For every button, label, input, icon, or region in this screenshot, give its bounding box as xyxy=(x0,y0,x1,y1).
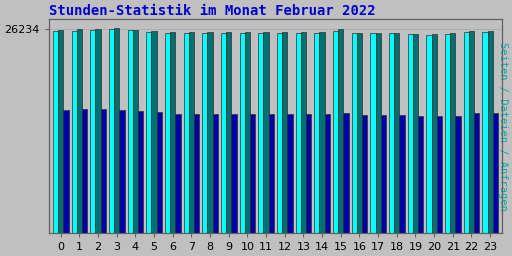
Bar xyxy=(418,116,423,233)
Bar xyxy=(152,31,157,233)
Bar xyxy=(63,110,69,233)
Bar xyxy=(184,33,189,233)
Bar xyxy=(301,32,306,233)
Bar xyxy=(437,116,442,233)
Bar xyxy=(133,30,138,233)
Bar xyxy=(170,32,175,233)
Bar xyxy=(82,109,87,233)
Bar xyxy=(165,33,170,233)
Bar xyxy=(277,33,282,233)
Bar xyxy=(344,113,349,233)
Bar xyxy=(119,110,124,233)
Bar xyxy=(370,33,375,233)
Bar xyxy=(258,33,264,233)
Bar xyxy=(95,29,101,233)
Bar xyxy=(413,34,418,233)
Bar xyxy=(319,32,325,233)
Bar xyxy=(231,114,237,233)
Bar xyxy=(189,32,194,233)
Bar xyxy=(264,32,269,233)
Bar xyxy=(175,114,181,233)
Bar xyxy=(306,114,311,233)
Bar xyxy=(250,114,255,233)
Bar xyxy=(389,34,394,233)
Bar xyxy=(487,31,493,233)
Bar xyxy=(77,29,82,233)
Bar xyxy=(362,115,367,233)
Bar xyxy=(245,32,250,233)
Bar xyxy=(127,30,133,233)
Bar xyxy=(375,33,381,233)
Bar xyxy=(282,32,287,233)
Bar xyxy=(464,32,469,233)
Bar xyxy=(325,114,330,233)
Bar xyxy=(72,30,77,233)
Bar xyxy=(432,34,437,233)
Bar xyxy=(399,115,404,233)
Bar xyxy=(338,29,344,233)
Bar xyxy=(287,114,292,233)
Bar xyxy=(194,114,199,233)
Bar xyxy=(202,33,207,233)
Bar xyxy=(314,33,319,233)
Bar xyxy=(207,32,212,233)
Bar xyxy=(455,116,461,233)
Bar xyxy=(474,113,479,233)
Bar xyxy=(212,114,218,233)
Bar xyxy=(90,30,95,233)
Bar xyxy=(146,32,152,233)
Bar xyxy=(408,34,413,233)
Bar xyxy=(58,30,63,233)
Bar xyxy=(240,33,245,233)
Bar xyxy=(269,114,274,233)
Bar xyxy=(426,35,432,233)
Bar xyxy=(394,33,399,233)
Bar xyxy=(469,31,474,233)
Text: Stunden-Statistik im Monat Februar 2022: Stunden-Statistik im Monat Februar 2022 xyxy=(49,4,375,18)
Bar xyxy=(381,115,386,233)
Y-axis label: Seiten / Dateien / Anfragen: Seiten / Dateien / Anfragen xyxy=(498,42,508,210)
Bar xyxy=(333,30,338,233)
Bar xyxy=(109,29,114,233)
Bar xyxy=(445,34,450,233)
Bar xyxy=(295,33,301,233)
Bar xyxy=(450,33,455,233)
Bar xyxy=(114,28,119,233)
Bar xyxy=(226,32,231,233)
Bar xyxy=(221,33,226,233)
Bar xyxy=(357,33,362,233)
Bar xyxy=(101,109,106,233)
Bar xyxy=(157,112,162,233)
Bar xyxy=(482,32,487,233)
Bar xyxy=(53,31,58,233)
Bar xyxy=(493,113,498,233)
Bar xyxy=(352,33,357,233)
Bar xyxy=(138,111,143,233)
